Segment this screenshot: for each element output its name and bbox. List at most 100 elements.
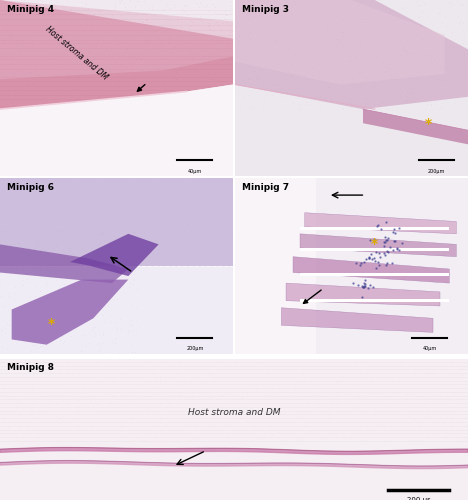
Point [181, 2, 189, 10]
Point [24, 321, 32, 329]
Point [250, 55, 257, 63]
Point [37, 361, 44, 369]
Point [268, 92, 275, 100]
Point [38, 316, 45, 324]
Point [360, 282, 367, 290]
Point [347, 406, 354, 414]
Point [72, 415, 79, 423]
Point [15, 241, 23, 249]
Point [89, 76, 97, 84]
Point [308, 432, 315, 440]
Point [210, 240, 217, 248]
Point [28, 37, 36, 45]
Point [57, 40, 64, 48]
Point [135, 322, 143, 330]
Point [49, 204, 57, 212]
Point [26, 0, 34, 8]
Point [64, 360, 71, 368]
Point [73, 224, 81, 232]
Point [42, 282, 49, 290]
Point [50, 249, 58, 257]
Point [233, 397, 241, 405]
Point [48, 216, 55, 224]
Point [145, 102, 152, 110]
Point [446, 0, 453, 7]
Point [313, 372, 320, 380]
Point [281, 38, 289, 46]
Point [45, 390, 52, 398]
Point [419, 35, 426, 43]
Point [132, 430, 139, 438]
Point [361, 283, 368, 291]
Point [431, 418, 438, 426]
Point [255, 5, 262, 13]
Point [93, 430, 100, 438]
Point [188, 226, 195, 234]
Point [123, 244, 131, 252]
Point [49, 368, 57, 376]
Point [114, 296, 121, 304]
Point [151, 60, 158, 68]
Point [377, 417, 385, 425]
Point [25, 244, 33, 252]
Point [72, 76, 79, 84]
Point [99, 328, 106, 336]
Point [45, 200, 53, 208]
Point [139, 90, 146, 98]
Point [381, 250, 389, 258]
Point [375, 42, 382, 50]
Point [172, 91, 180, 99]
Point [0, 268, 4, 276]
Point [291, 411, 298, 419]
Point [157, 398, 164, 406]
Point [95, 240, 103, 248]
Point [42, 384, 50, 392]
Point [213, 70, 220, 78]
Point [351, 82, 358, 90]
Point [279, 88, 286, 96]
Point [350, 404, 358, 412]
Point [455, 88, 463, 96]
Point [21, 209, 28, 217]
Point [316, 399, 323, 407]
Point [236, 396, 243, 404]
Point [36, 87, 43, 95]
Point [126, 58, 133, 66]
Point [31, 369, 39, 377]
Point [362, 99, 369, 107]
Point [168, 182, 176, 190]
Point [90, 211, 98, 219]
Point [13, 425, 21, 433]
Point [278, 63, 286, 71]
Point [401, 394, 409, 402]
Point [86, 392, 94, 400]
Point [92, 412, 99, 420]
Point [439, 416, 446, 424]
Point [186, 378, 194, 386]
Point [3, 59, 10, 67]
Point [181, 420, 188, 428]
Point [97, 344, 104, 352]
Point [195, 406, 202, 414]
Point [423, 394, 430, 402]
Point [112, 323, 120, 331]
Point [134, 53, 142, 61]
Point [367, 0, 374, 6]
Point [22, 46, 30, 54]
Point [129, 264, 137, 272]
Point [89, 326, 97, 334]
Point [58, 202, 65, 210]
Point [59, 434, 66, 442]
Point [218, 102, 226, 110]
Point [141, 90, 148, 98]
Point [332, 366, 340, 374]
Point [442, 432, 449, 440]
Point [415, 381, 422, 389]
Point [392, 72, 399, 80]
Point [348, 74, 356, 82]
Point [197, 80, 205, 88]
Point [133, 402, 140, 410]
Point [46, 400, 54, 408]
Point [252, 384, 260, 392]
Point [96, 8, 103, 16]
